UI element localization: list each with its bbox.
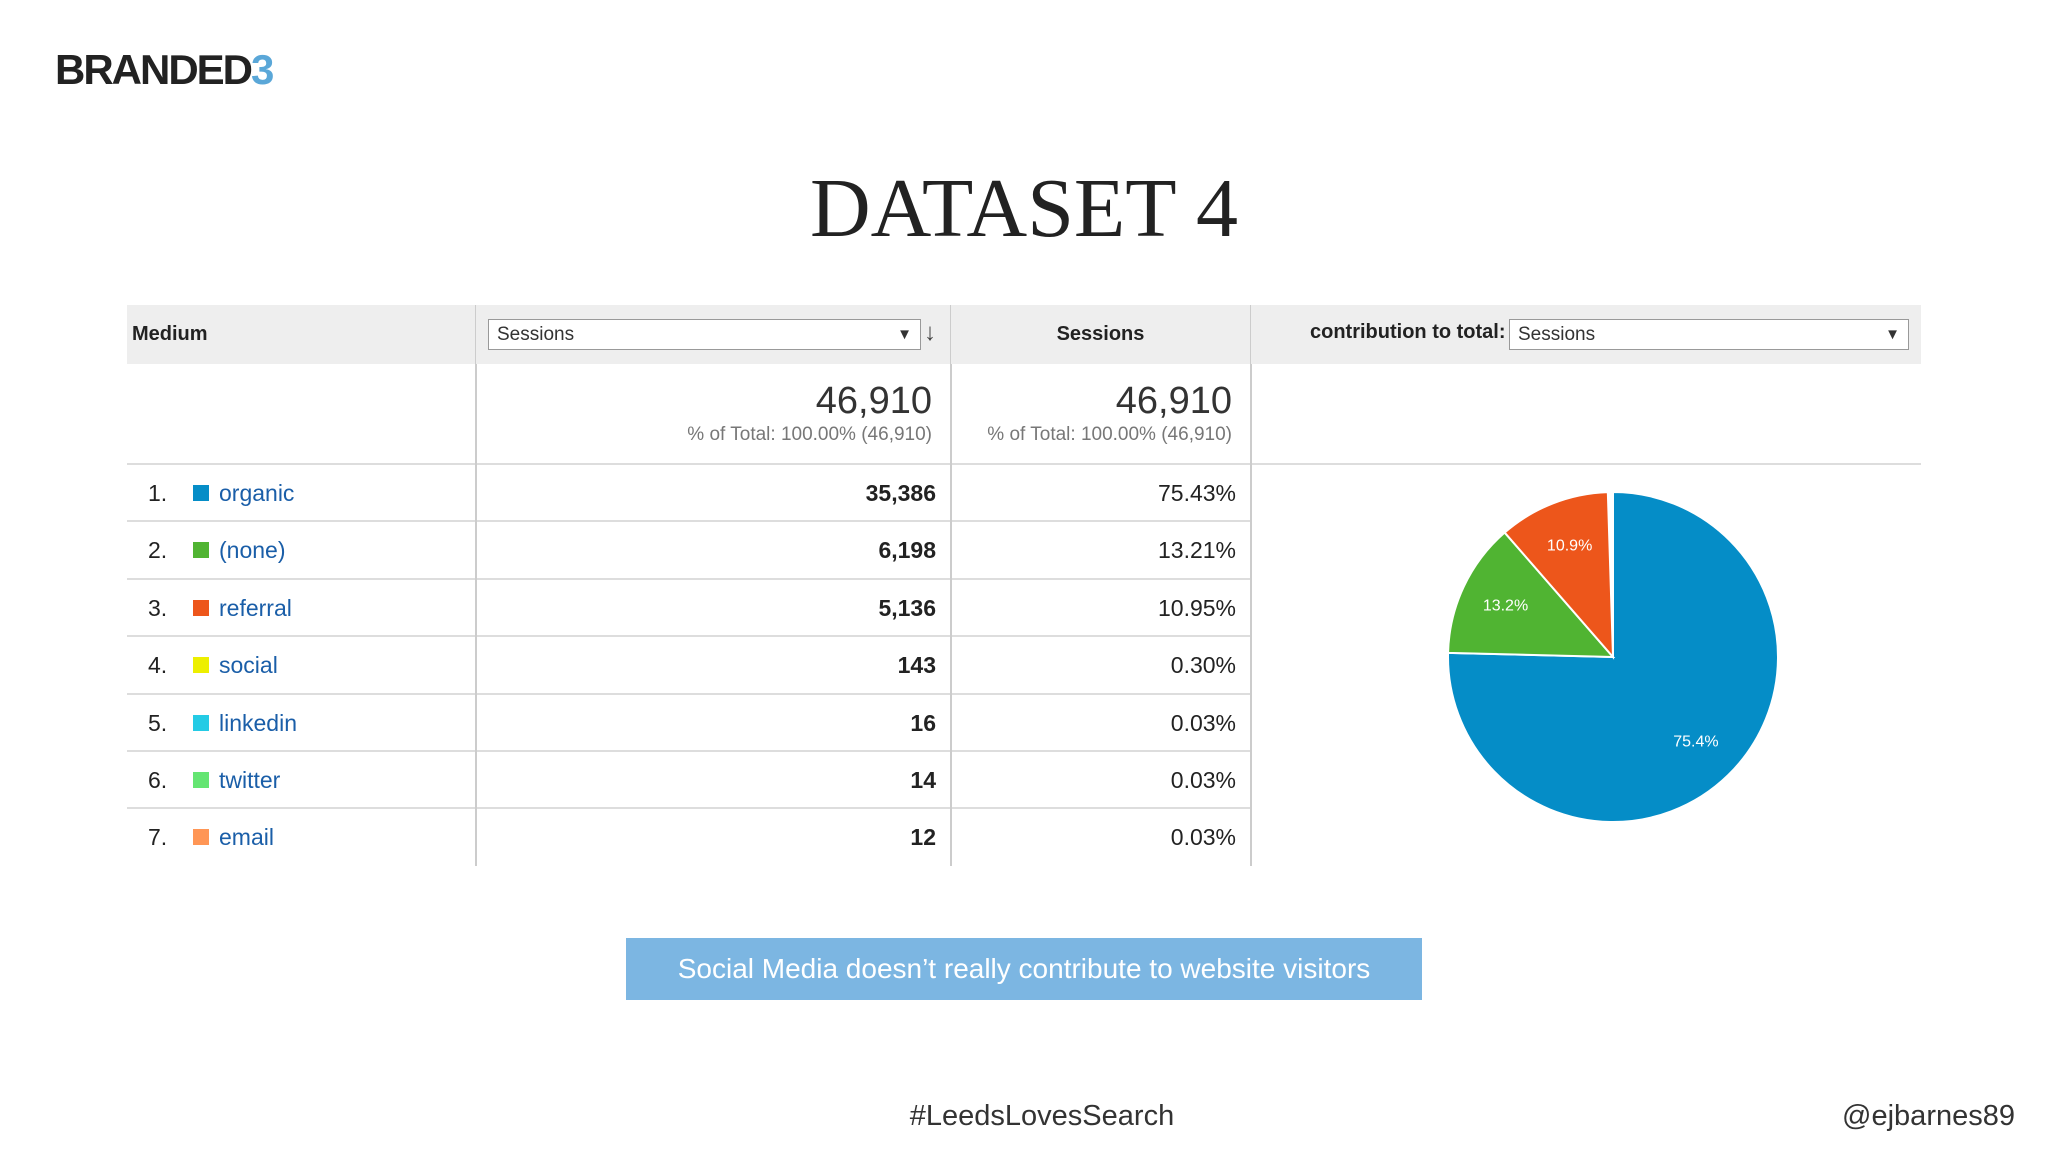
- medium-link[interactable]: twitter: [219, 767, 281, 793]
- sessions: 16: [910, 709, 936, 736]
- swatch: [193, 485, 209, 501]
- column-border: [475, 364, 477, 866]
- row-border: [127, 807, 1250, 810]
- rank: 4.: [148, 652, 168, 679]
- row-border: [127, 750, 1250, 752]
- row-border: [127, 692, 1250, 695]
- medium-link[interactable]: referral: [219, 594, 292, 621]
- pie-chart: 75.4% 13.2% 10.9%: [1447, 490, 1779, 823]
- header-cell: Medium: [127, 305, 475, 364]
- logo: BRANDED3: [55, 46, 274, 94]
- row-border: [127, 463, 1921, 465]
- row-border: [127, 577, 1250, 580]
- pie-slice: [1503, 491, 1615, 660]
- rank: 2.: [148, 537, 168, 564]
- share: 0.03%: [1170, 709, 1236, 736]
- share: 0.03%: [1170, 824, 1236, 851]
- medium-link[interactable]: (none): [219, 537, 286, 564]
- medium-link[interactable]: email: [219, 824, 274, 851]
- total-value: 46,910: [1115, 380, 1232, 422]
- total-note: % of Total: 100.00% (46,910): [687, 424, 932, 445]
- sort-arrow: ↓: [924, 319, 936, 346]
- header-label: contribution to total:: [1310, 321, 1506, 343]
- medium-link[interactable]: social: [219, 652, 278, 679]
- sessions: 6,198: [878, 537, 936, 564]
- rank: 1.: [148, 480, 168, 506]
- sessions: 35,386: [865, 480, 936, 506]
- header-cell: Sessions↓: [475, 305, 950, 364]
- share: 10.95%: [1157, 594, 1236, 621]
- swatch: [193, 657, 209, 674]
- total-value: 46,910: [815, 380, 932, 422]
- row-border: [127, 520, 1250, 523]
- sessions: 12: [910, 824, 936, 851]
- slice-label: 75.4%: [1673, 733, 1718, 750]
- handle: @ejbarnes89: [1842, 1100, 2015, 1132]
- header-cell: contribution to total: Sessions: [1250, 305, 1921, 364]
- logo-accent: 3: [251, 46, 274, 93]
- column-border: [1250, 364, 1252, 866]
- swatch: [193, 599, 209, 616]
- pie-slice: [1447, 531, 1616, 659]
- swatch: [193, 542, 209, 559]
- rank: 6.: [148, 767, 168, 793]
- sessions: 143: [897, 652, 936, 679]
- share: 13.21%: [1157, 537, 1236, 564]
- select[interactable]: Sessions: [1509, 319, 1909, 350]
- share: 75.43%: [1157, 480, 1236, 506]
- row-border: [127, 635, 1250, 638]
- rank: 5.: [148, 709, 168, 736]
- column-border: [950, 364, 952, 866]
- share: 0.03%: [1170, 767, 1236, 793]
- hashtag: #LeedsLovesSearch: [909, 1100, 1175, 1132]
- slide-title: DATASET 4: [809, 162, 1239, 255]
- medium-link[interactable]: linkedin: [219, 709, 297, 736]
- slice-label: 10.9%: [1547, 538, 1592, 555]
- select[interactable]: Sessions: [488, 319, 921, 350]
- swatch: [193, 714, 209, 731]
- callout: Social Media doesn’t really contribute t…: [626, 938, 1422, 1000]
- logo-text: BRANDED: [55, 46, 253, 93]
- total-note: % of Total: 100.00% (46,910): [987, 424, 1232, 445]
- share: 0.30%: [1170, 652, 1236, 679]
- rank: 7.: [148, 824, 168, 851]
- slice-label: 13.2%: [1483, 598, 1528, 615]
- swatch: [193, 829, 209, 846]
- swatch: [193, 772, 209, 788]
- medium-link[interactable]: organic: [219, 480, 295, 506]
- rank: 3.: [148, 594, 168, 621]
- pie-slice: [1447, 490, 1779, 823]
- sessions: 5,136: [878, 594, 936, 621]
- header-cell: Sessions: [950, 305, 1250, 364]
- sessions: 14: [910, 767, 936, 793]
